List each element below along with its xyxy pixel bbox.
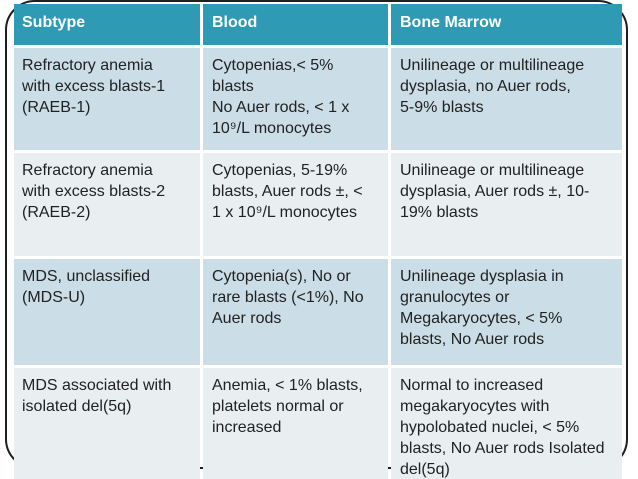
cell-raeb2-bone-marrow: Unilineage or multilineage dysplasia, Au… xyxy=(391,153,622,256)
cell-del5q-bone-marrow: Normal to increased megakaryocytes with … xyxy=(391,368,622,479)
cell-del5q-subtype: MDS associated with isolated del(5q) xyxy=(14,368,200,479)
cell-raeb2-subtype: Refractory anemia with excess blasts-2 (… xyxy=(14,153,200,256)
column-header-bone-marrow: Bone Marrow xyxy=(391,4,622,45)
cell-raeb2-blood: Cytopenias, 5-19% blasts, Auer rods ±, <… xyxy=(203,153,388,256)
cell-mdsu-bone-marrow: Unilineage dysplasia in granulocytes or … xyxy=(391,259,622,365)
column-header-blood: Blood xyxy=(203,4,388,45)
cell-mdsu-blood: Cytopenia(s), No or rare blasts (<1%), N… xyxy=(203,259,388,365)
cell-raeb1-blood: Cytopenias,< 5% blasts No Auer rods, < 1… xyxy=(203,48,388,150)
cell-mdsu-subtype: MDS, unclassified (MDS-U) xyxy=(14,259,200,365)
column-header-subtype: Subtype xyxy=(14,4,200,45)
cell-raeb1-subtype: Refractory anemia with excess blasts-1 (… xyxy=(14,48,200,150)
cell-del5q-blood: Anemia, < 1% blasts, platelets normal or… xyxy=(203,368,388,479)
cell-raeb1-bone-marrow: Unilineage or multilineage dysplasia, no… xyxy=(391,48,622,150)
mds-subtype-table: Subtype Blood Bone Marrow Refractory ane… xyxy=(14,4,622,479)
